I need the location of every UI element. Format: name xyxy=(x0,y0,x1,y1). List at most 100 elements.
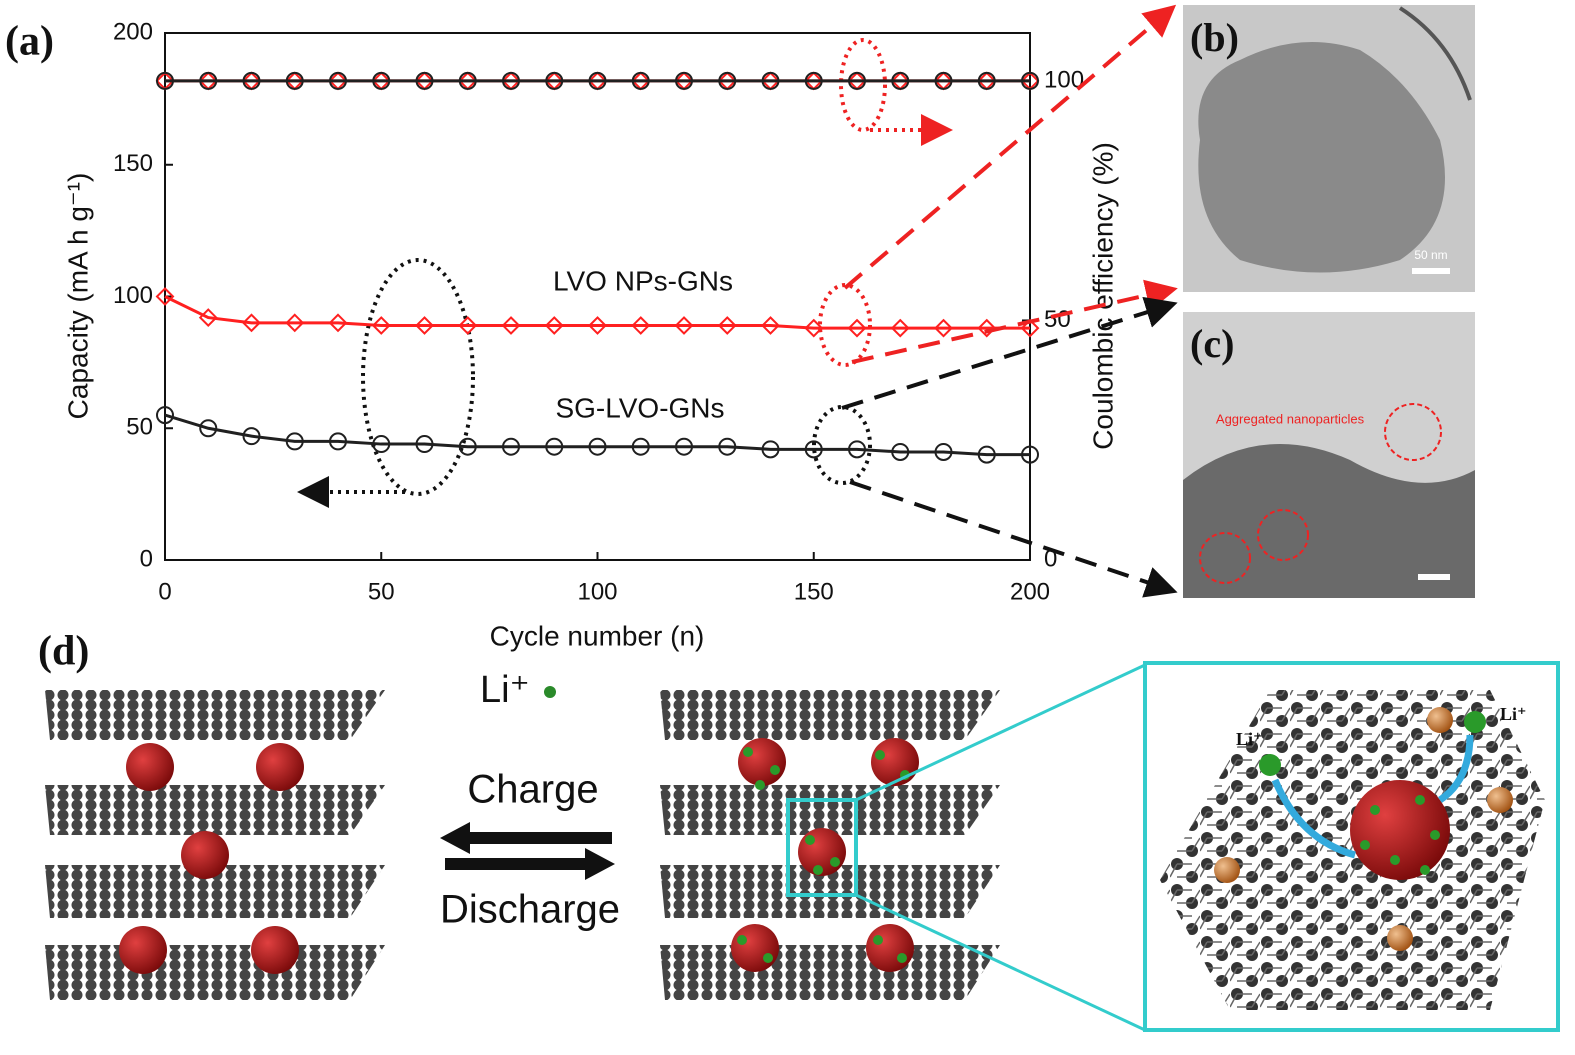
series-label: SG-LVO-GNs xyxy=(555,392,724,423)
marker xyxy=(804,440,823,459)
marker xyxy=(458,71,477,90)
marker xyxy=(674,316,694,335)
ion-label: Li⁺ xyxy=(1500,704,1527,724)
callout xyxy=(361,258,475,496)
y-axis-label: Capacity (mA h g⁻¹) xyxy=(62,173,93,420)
marker xyxy=(848,71,866,90)
y-tick-label: 100 xyxy=(113,282,153,309)
marker xyxy=(631,71,650,90)
marker xyxy=(501,316,521,335)
marker xyxy=(934,318,953,338)
marker xyxy=(198,308,218,327)
marker xyxy=(199,419,218,438)
panel-d: (d) Li⁺ Charge Discharge xyxy=(38,629,1560,1032)
marker xyxy=(155,287,175,306)
marker xyxy=(1021,445,1039,464)
marker xyxy=(631,316,651,335)
marker xyxy=(891,71,910,90)
marker xyxy=(502,437,520,456)
marker xyxy=(761,316,780,335)
marker xyxy=(458,437,477,456)
series-line xyxy=(164,295,1030,330)
marker xyxy=(328,313,348,333)
panel-c: (c) Aggregated nanoparticles xyxy=(1183,312,1475,598)
marker xyxy=(545,437,564,456)
marker xyxy=(329,432,347,451)
marker xyxy=(718,437,737,456)
marker xyxy=(156,406,174,425)
marker xyxy=(588,71,607,90)
marker xyxy=(761,71,780,90)
marker xyxy=(804,71,823,90)
marker xyxy=(545,71,564,90)
panel-label: (a) xyxy=(5,19,54,65)
arrow xyxy=(440,822,612,854)
marker xyxy=(588,316,607,335)
marker xyxy=(285,313,305,333)
marker xyxy=(761,440,780,459)
marker xyxy=(415,435,434,454)
panel-label: (c) xyxy=(1190,321,1234,366)
y-tick-label: 200 xyxy=(113,18,153,45)
callout xyxy=(812,405,872,485)
marker xyxy=(934,442,953,461)
callout xyxy=(818,283,872,367)
marker xyxy=(890,318,910,338)
marker xyxy=(372,71,391,90)
x-axis-label: Cycle number (n) xyxy=(490,620,705,651)
process-label: Discharge xyxy=(440,888,620,932)
y2-tick-label: 50 xyxy=(1044,306,1071,333)
x-tick-label: 100 xyxy=(577,578,617,605)
marker xyxy=(285,432,304,451)
panel-label: (d) xyxy=(38,629,89,675)
marker xyxy=(675,71,693,90)
scale-bar-label: 50 nm xyxy=(1414,248,1447,262)
marker xyxy=(415,316,434,335)
li-ion xyxy=(544,686,556,698)
tem-sample xyxy=(1198,42,1445,273)
x-tick-label: 150 xyxy=(794,578,834,605)
marker xyxy=(977,71,996,90)
panel-label: (b) xyxy=(1190,15,1239,60)
process-label: Charge xyxy=(467,768,598,812)
marker xyxy=(891,442,910,461)
x-tick-label: 0 xyxy=(158,578,171,605)
marker xyxy=(199,71,218,90)
marker xyxy=(675,437,693,456)
series-label: LVO NPs-GNs xyxy=(553,265,733,296)
callout xyxy=(839,38,887,132)
annotation: Aggregated nanoparticles xyxy=(1216,411,1365,426)
y-tick-label: 50 xyxy=(126,414,153,441)
marker xyxy=(242,313,261,333)
chart: (a) Cycle number (n) Capacity (mA h g⁻¹)… xyxy=(5,18,1118,651)
marker xyxy=(847,318,867,338)
marker xyxy=(977,445,996,464)
x-tick-label: 200 xyxy=(1010,578,1050,605)
x-tick-label: 50 xyxy=(368,578,395,605)
marker xyxy=(415,71,434,90)
series-line xyxy=(164,413,1030,457)
marker xyxy=(502,71,520,90)
marker xyxy=(588,437,607,456)
marker xyxy=(285,71,304,90)
marker xyxy=(242,71,261,90)
inset: Li⁺ Li⁺ xyxy=(1143,661,1560,1032)
arrow xyxy=(445,848,615,880)
marker xyxy=(371,316,391,335)
marker xyxy=(631,437,650,456)
marker xyxy=(1020,318,1040,338)
marker xyxy=(1021,71,1039,90)
y-tick-label: 0 xyxy=(140,545,153,572)
marker xyxy=(804,318,824,338)
marker xyxy=(977,318,997,338)
marker xyxy=(242,427,261,446)
plot-frame xyxy=(164,32,1031,561)
ion-label: Li⁺ xyxy=(1236,729,1263,749)
panel-b: (b) 50 nm xyxy=(1183,5,1475,292)
y2-axis-label: Coulombic efficiency (%) xyxy=(1087,142,1118,450)
marker xyxy=(544,316,564,335)
marker xyxy=(717,316,737,335)
y-tick-label: 150 xyxy=(113,150,153,177)
marker xyxy=(329,71,347,90)
